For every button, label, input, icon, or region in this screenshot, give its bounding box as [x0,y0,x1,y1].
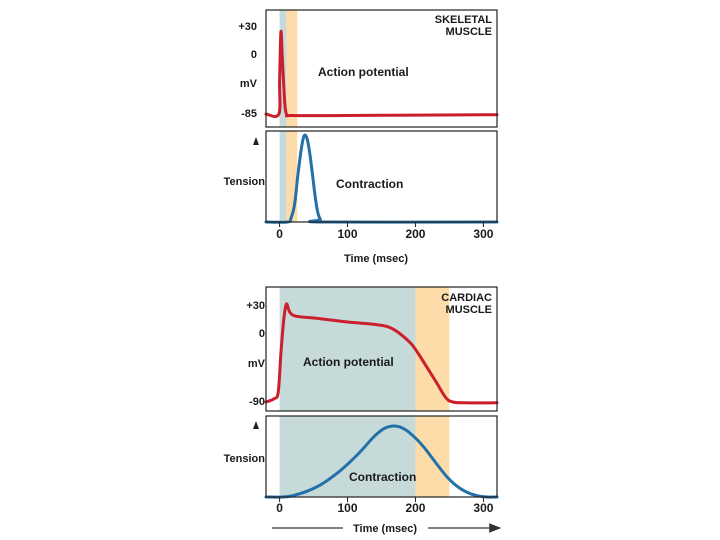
skeletal-xtick-label: 100 [338,227,358,241]
skeletal-xtick-label: 300 [473,227,493,241]
skeletal-ylabel-mv: mV [240,78,258,90]
cardiac-ytick-minus90: -90 [249,396,265,408]
cardiac-ap-absolute-refractory-band [279,287,416,411]
cardiac-ylabel-tension: Tension [224,453,266,465]
cardiac-contraction-label: Contraction [349,470,416,484]
skeletal-contraction-line [264,133,499,224]
cardiac-ap-relative-refractory-band [415,287,450,411]
skeletal-ytick-0: 0 [251,49,257,61]
cardiac-ap-panel: +30 0 mV -90 Action potential CARDIAC MU… [246,286,499,412]
skeletal-xlabel: Time (msec) [344,253,408,265]
skeletal-ap-relative-refractory-band [286,10,298,127]
cardiac-contraction-frame [265,415,498,498]
cardiac-xlabel: Time (msec) [353,523,417,535]
skeletal-action-potential-line [264,29,499,118]
cardiac-refractory-bands [279,287,450,411]
skeletal-x-ticks: 0 100 200 300 [276,222,494,241]
skeletal-contraction-frame [265,130,498,223]
skeletal-ap-panel: +30 0 mV -85 Action potential SKELETAL M… [238,9,499,128]
skeletal-ytick-plus30: +30 [238,21,257,33]
cardiac-title-line1: CARDIAC [441,292,492,304]
cardiac-xtick-label: 100 [338,501,358,515]
skeletal-contraction-relative-refractory-band [286,131,298,222]
skeletal-xtick-label: 0 [276,227,283,241]
cardiac-ytick-plus30: +30 [246,300,265,312]
skeletal-ylabel-tension: Tension [224,176,266,188]
skeletal-xtick-label: 200 [405,227,425,241]
skeletal-contraction-panel: Tension Contraction 0 100 200 300 Time (mse… [224,130,499,265]
skeletal-contraction-bands [279,131,298,222]
skeletal-ap-label: Action potential [318,65,409,79]
cardiac-contraction-panel: Tension Contraction 0 100 200 300 Time (mse… [224,415,502,535]
cardiac-ylabel-mv: mV [248,358,266,370]
skeletal-title-line1: SKELETAL [435,14,493,26]
tension-arrow-icon [253,421,259,429]
cardiac-ap-label: Action potential [303,355,394,369]
cardiac-xtick-label: 0 [276,501,283,515]
cardiac-xtick-label: 200 [405,501,425,515]
skeletal-contraction-label: Contraction [336,177,403,191]
skeletal-ap-frame [265,9,498,128]
skeletal-contraction-absolute-refractory-band [279,131,287,222]
cardiac-contraction-bands [279,416,450,497]
cardiac-xtick-label: 300 [473,501,493,515]
tension-arrow-icon [253,137,259,145]
skeletal-ytick-minus85: -85 [241,108,257,120]
cardiac-contraction-absolute-refractory-band [279,416,416,497]
cardiac-ytick-0: 0 [259,328,265,340]
skeletal-title-line2: MUSCLE [446,26,492,38]
cardiac-ap-frame [265,286,498,412]
cardiac-x-ticks: 0 100 200 300 [276,497,494,515]
cardiac-action-potential-line [264,302,499,405]
cardiac-contraction-line [264,424,499,499]
cardiac-title-line2: MUSCLE [446,304,492,316]
